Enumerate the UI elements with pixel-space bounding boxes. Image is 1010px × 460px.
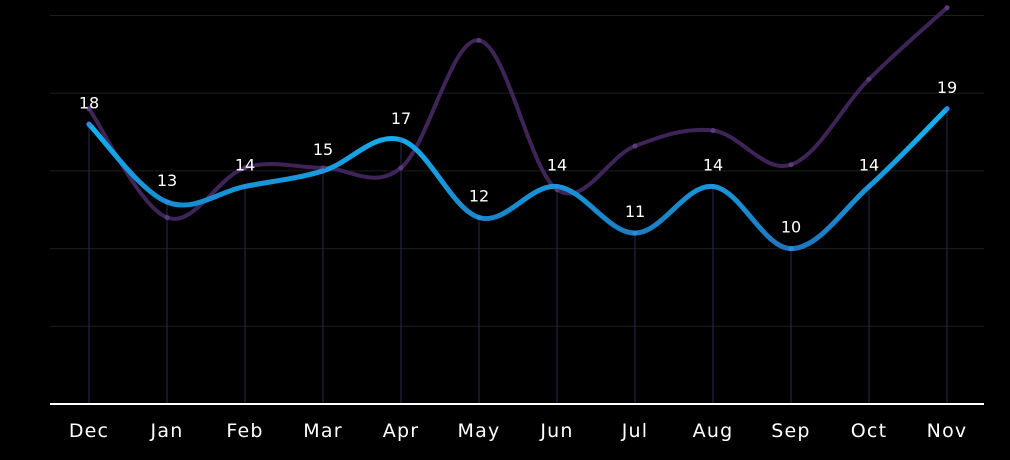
x-tick-label: Sep	[771, 420, 810, 442]
x-tick-label: Oct	[851, 420, 887, 442]
data-label: 12	[469, 187, 489, 206]
data-label: 14	[547, 155, 567, 174]
data-point-secondary	[164, 215, 170, 221]
data-point-primary	[398, 137, 404, 143]
data-label: 10	[781, 218, 801, 237]
data-label: 13	[157, 171, 177, 190]
data-point-primary	[320, 168, 326, 174]
data-point-secondary	[398, 165, 404, 171]
data-label: 14	[235, 155, 255, 174]
category-guide-lines	[88, 108, 948, 404]
x-tick-label: Jan	[150, 420, 184, 442]
x-tick-label: May	[458, 420, 501, 442]
data-point-primary	[164, 199, 170, 205]
grid-lines	[50, 15, 984, 327]
data-point-secondary	[788, 162, 794, 168]
x-tick-label: Apr	[383, 420, 419, 442]
series-line-secondary	[87, 5, 949, 221]
data-point-secondary	[86, 106, 92, 112]
data-point-secondary	[476, 37, 482, 43]
series-lines	[86, 5, 950, 252]
x-tick-label: Feb	[226, 420, 263, 442]
data-point-secondary	[632, 143, 638, 149]
data-label: 14	[703, 155, 723, 174]
data-label: 14	[859, 155, 879, 174]
data-point-secondary	[710, 128, 716, 134]
data-labels: 18 13 14 15 17 12 14 11 14 10 14 19	[79, 78, 957, 237]
data-point-primary	[788, 246, 794, 252]
data-label: 17	[391, 109, 411, 128]
data-point-secondary	[866, 76, 872, 82]
data-point-secondary	[944, 5, 950, 11]
data-point-primary	[944, 106, 950, 112]
data-label: 11	[625, 202, 645, 221]
x-tick-label: Dec	[69, 420, 109, 442]
data-label: 15	[313, 140, 333, 159]
x-tick-label: Nov	[927, 420, 968, 442]
data-label: 19	[937, 78, 957, 97]
x-tick-label: Jul	[621, 420, 649, 442]
x-tick-label: Mar	[303, 420, 342, 442]
x-tick-label: Jun	[539, 420, 573, 442]
data-point-primary	[866, 183, 872, 189]
series-line-primary	[86, 106, 950, 252]
data-point-secondary	[242, 165, 248, 171]
data-label: 18	[79, 93, 99, 112]
data-point-primary	[86, 121, 92, 127]
data-point-primary	[554, 183, 560, 189]
data-point-primary	[632, 230, 638, 236]
data-point-primary	[476, 215, 482, 221]
data-points	[86, 5, 950, 252]
data-point-primary	[242, 183, 248, 189]
x-axis-tick-labels: Dec Jan Feb Mar Apr May Jun Jul Aug Sep Oct Nov	[69, 420, 968, 442]
x-tick-label: Aug	[693, 420, 734, 442]
data-point-primary	[710, 183, 716, 189]
